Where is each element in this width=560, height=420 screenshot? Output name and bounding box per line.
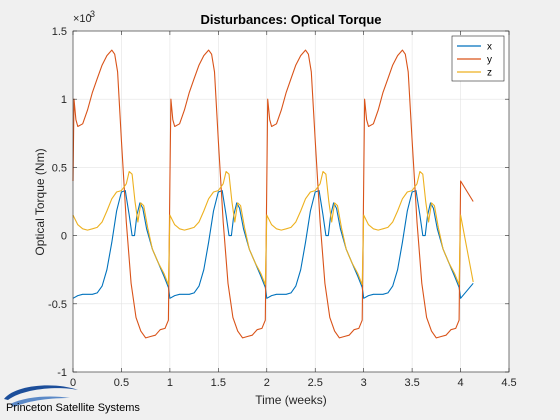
y-exponent-power: -3 [87,9,95,19]
plot-area [73,31,509,372]
y-tick-label: 1.5 [52,26,67,38]
series-line-y [72,49,474,339]
company-logo: Princeton Satellite Systems [4,385,140,414]
x-tick-label: 2 [264,377,270,389]
legend-label-x: x [487,42,492,53]
x-tick-label: 0.5 [114,377,129,389]
y-exponent-base: ×10 [73,13,92,25]
x-tick-label: 1 [167,377,173,389]
logo-swoosh-icon [4,385,78,400]
y-tick-label: 0 [61,231,67,243]
x-tick-labels: 0 0.5 1 1.5 2 2.5 3 3.5 4 4.5 [70,377,517,389]
y-tick-label: 1 [61,94,67,106]
x-tick-label: 4 [457,377,463,389]
x-tick-label: 3 [361,377,367,389]
y-tick-label: -0.5 [48,299,67,311]
logo-swoosh-accent-icon [10,396,70,407]
series-line-x [72,190,474,299]
legend-label-y: y [487,55,492,66]
x-tick-label: 3.5 [404,377,419,389]
logo-text: Princeton Satellite Systems [6,402,140,414]
y-tick-label: 0.5 [52,162,67,174]
x-axis-label: Time (weeks) [255,393,327,407]
axes-box [72,30,510,373]
chart-title: Disturbances: Optical Torque [200,12,381,27]
x-tick-label: 0 [70,377,76,389]
legend: xyz [451,35,505,82]
y-tick-label: -1 [57,367,67,379]
x-tick-label: 1.5 [211,377,226,389]
legend-label-z: z [487,68,492,79]
series-layer [72,49,474,339]
x-tick-label: 4.5 [501,377,516,389]
y-axis-label: Optical Torque (Nm) [33,148,47,255]
y-tick-labels: -1 -0.5 0 0.5 1 1.5 [48,26,67,379]
x-tick-label: 2.5 [308,377,323,389]
series-line-z [72,170,474,286]
ticks [72,30,510,373]
